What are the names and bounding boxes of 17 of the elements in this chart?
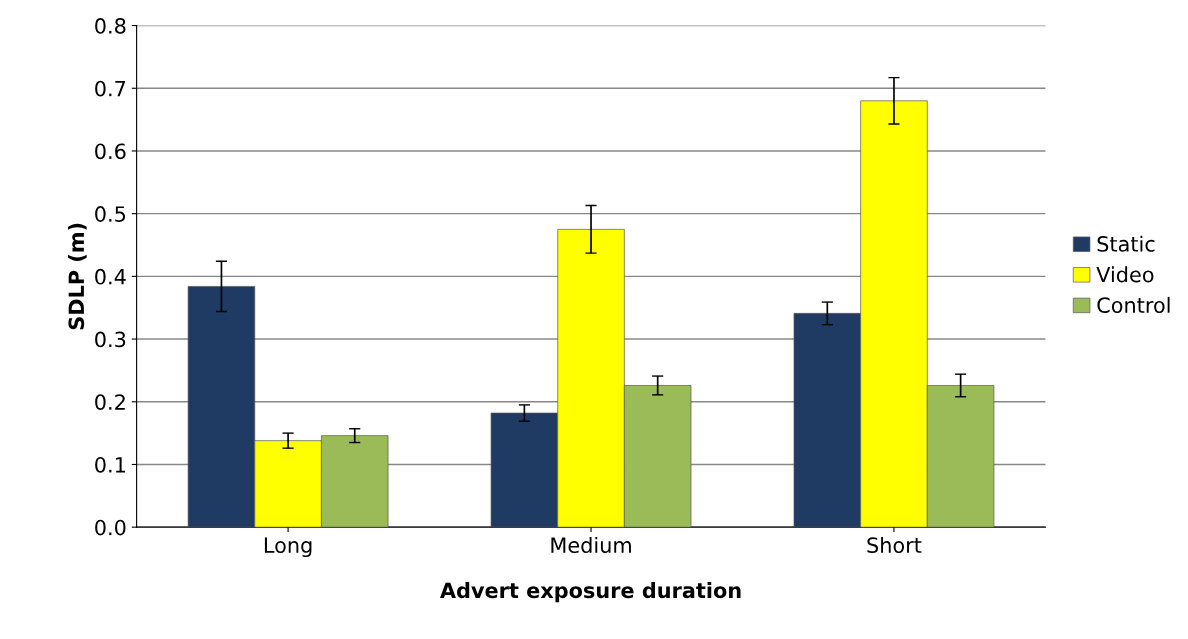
legend-label: Static xyxy=(1097,235,1155,252)
x-tick-label: Long xyxy=(264,537,312,558)
x-tick-label: Medium xyxy=(551,536,631,554)
y-tick-label: 0.1 xyxy=(95,456,125,473)
y-tick-label: 0.7 xyxy=(95,80,126,97)
y-tick-label: 0.2 xyxy=(95,394,125,410)
y-tick-label: 0.6 xyxy=(95,143,126,160)
y-tick-label: 0.3 xyxy=(95,331,126,348)
legend-label: Video xyxy=(1096,266,1154,283)
y-tick-label: 0.8 xyxy=(95,18,126,34)
y-tick-label: 0.5 xyxy=(95,206,126,222)
legend-label: Control xyxy=(1097,296,1170,313)
y-tick-label: 0.4 xyxy=(95,268,126,285)
x-axis-title: Advert exposure duration xyxy=(440,582,741,603)
x-tick-label: Short xyxy=(867,536,922,554)
y-tick-label: 0.0 xyxy=(95,519,126,536)
y-axis-title: SDLP (m) xyxy=(68,223,87,330)
